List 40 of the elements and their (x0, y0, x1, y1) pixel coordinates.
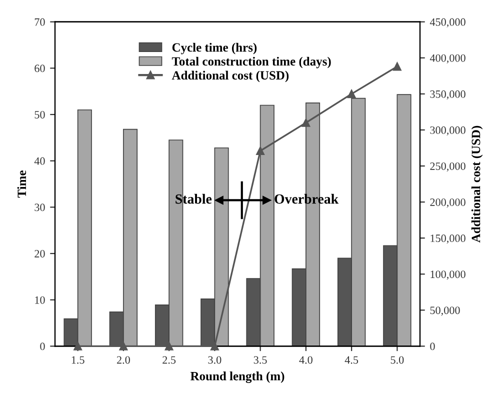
y-tick-label: 20 (34, 250, 45, 258)
x-tick-label: 1.5 (72, 356, 84, 364)
legend-label: Total construction time (days) (172, 56, 331, 68)
x-tick-label: 4.5 (344, 356, 358, 364)
point (256, 146, 264, 156)
x-tick-label: 2.0 (116, 356, 130, 364)
x-tick-label: 3.5 (254, 356, 267, 364)
x-tick-label: 3.0 (208, 356, 222, 364)
y2-tick-label: 50,000 (430, 306, 460, 316)
y2-tick-label: 350,000 (430, 90, 466, 100)
y2-tick-label: 0 (430, 342, 435, 350)
x-tick-label: 2.5 (162, 356, 176, 364)
y2-tick-label: 100,000 (430, 270, 466, 280)
y-tick-label: 10 (35, 296, 45, 304)
y2-axis-title: Additional cost (USD) (471, 126, 483, 243)
y2-tick-label: 200,000 (430, 198, 466, 208)
x-tick-label: 4.0 (299, 356, 312, 364)
y-tick-label: 30 (34, 204, 45, 212)
x-tick-label: 5.0 (390, 356, 404, 364)
y2-tick-label: 150,000 (430, 234, 466, 244)
y-tick-label: 40 (34, 157, 45, 165)
legend-label: Additional cost (USD) (172, 70, 289, 82)
y2-tick-label: 450,000 (430, 18, 466, 28)
x-axis-title: Round length (m) (190, 372, 284, 383)
y-tick-label: 70 (34, 18, 45, 26)
y-tick-label: 0 (40, 342, 45, 350)
point (164, 342, 174, 350)
y-tick-label: 60 (34, 64, 45, 72)
point (210, 342, 219, 350)
y-axis-title: Time (17, 170, 26, 198)
point (119, 342, 128, 350)
point (302, 118, 310, 127)
y-tick-label: 50 (34, 110, 45, 118)
point (347, 90, 356, 98)
y2-tick-label: 250,000 (430, 162, 466, 172)
point (393, 62, 402, 71)
legend-label: Cycle time (hrs) (172, 42, 257, 54)
point (74, 342, 82, 350)
y2-tick-label: 300,000 (430, 126, 466, 136)
y2-tick-label: 400,000 (430, 54, 466, 64)
